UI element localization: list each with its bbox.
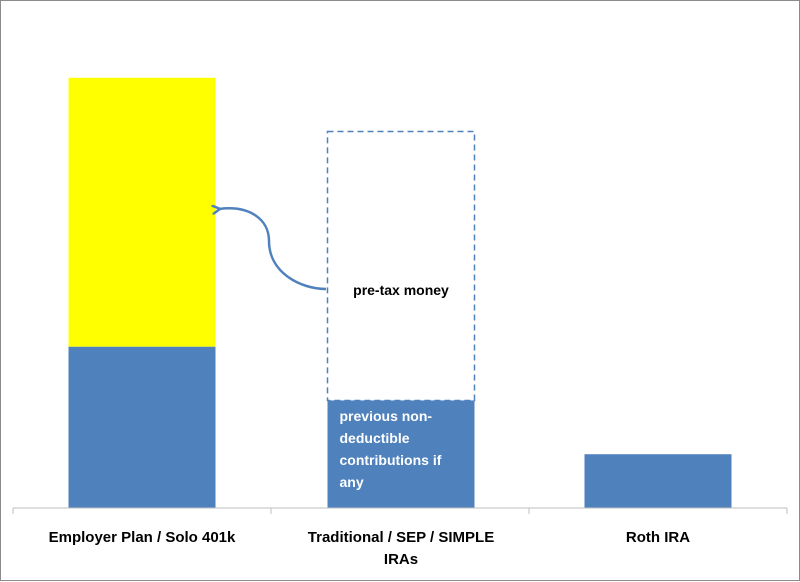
pretax-money-label: pre-tax money [353, 282, 449, 298]
nondeductible-contributions-label: previous non-deductible contributions if a… [340, 408, 442, 490]
category-label-2: Traditional / SEP / SIMPLE IRAs [308, 529, 494, 568]
bar-blue-segment-2 [327, 400, 475, 508]
category-label-1: Employer Plan / Solo 401k [49, 529, 236, 546]
category-label-3: Roth IRA [626, 529, 690, 546]
transfer-arrow [219, 208, 327, 291]
bar-blue-segment-1 [68, 346, 216, 508]
bar-blue-segment-3 [584, 454, 732, 508]
bar-yellow-segment-1 [68, 77, 216, 347]
bar-dashed-segment-2 [326, 130, 476, 402]
